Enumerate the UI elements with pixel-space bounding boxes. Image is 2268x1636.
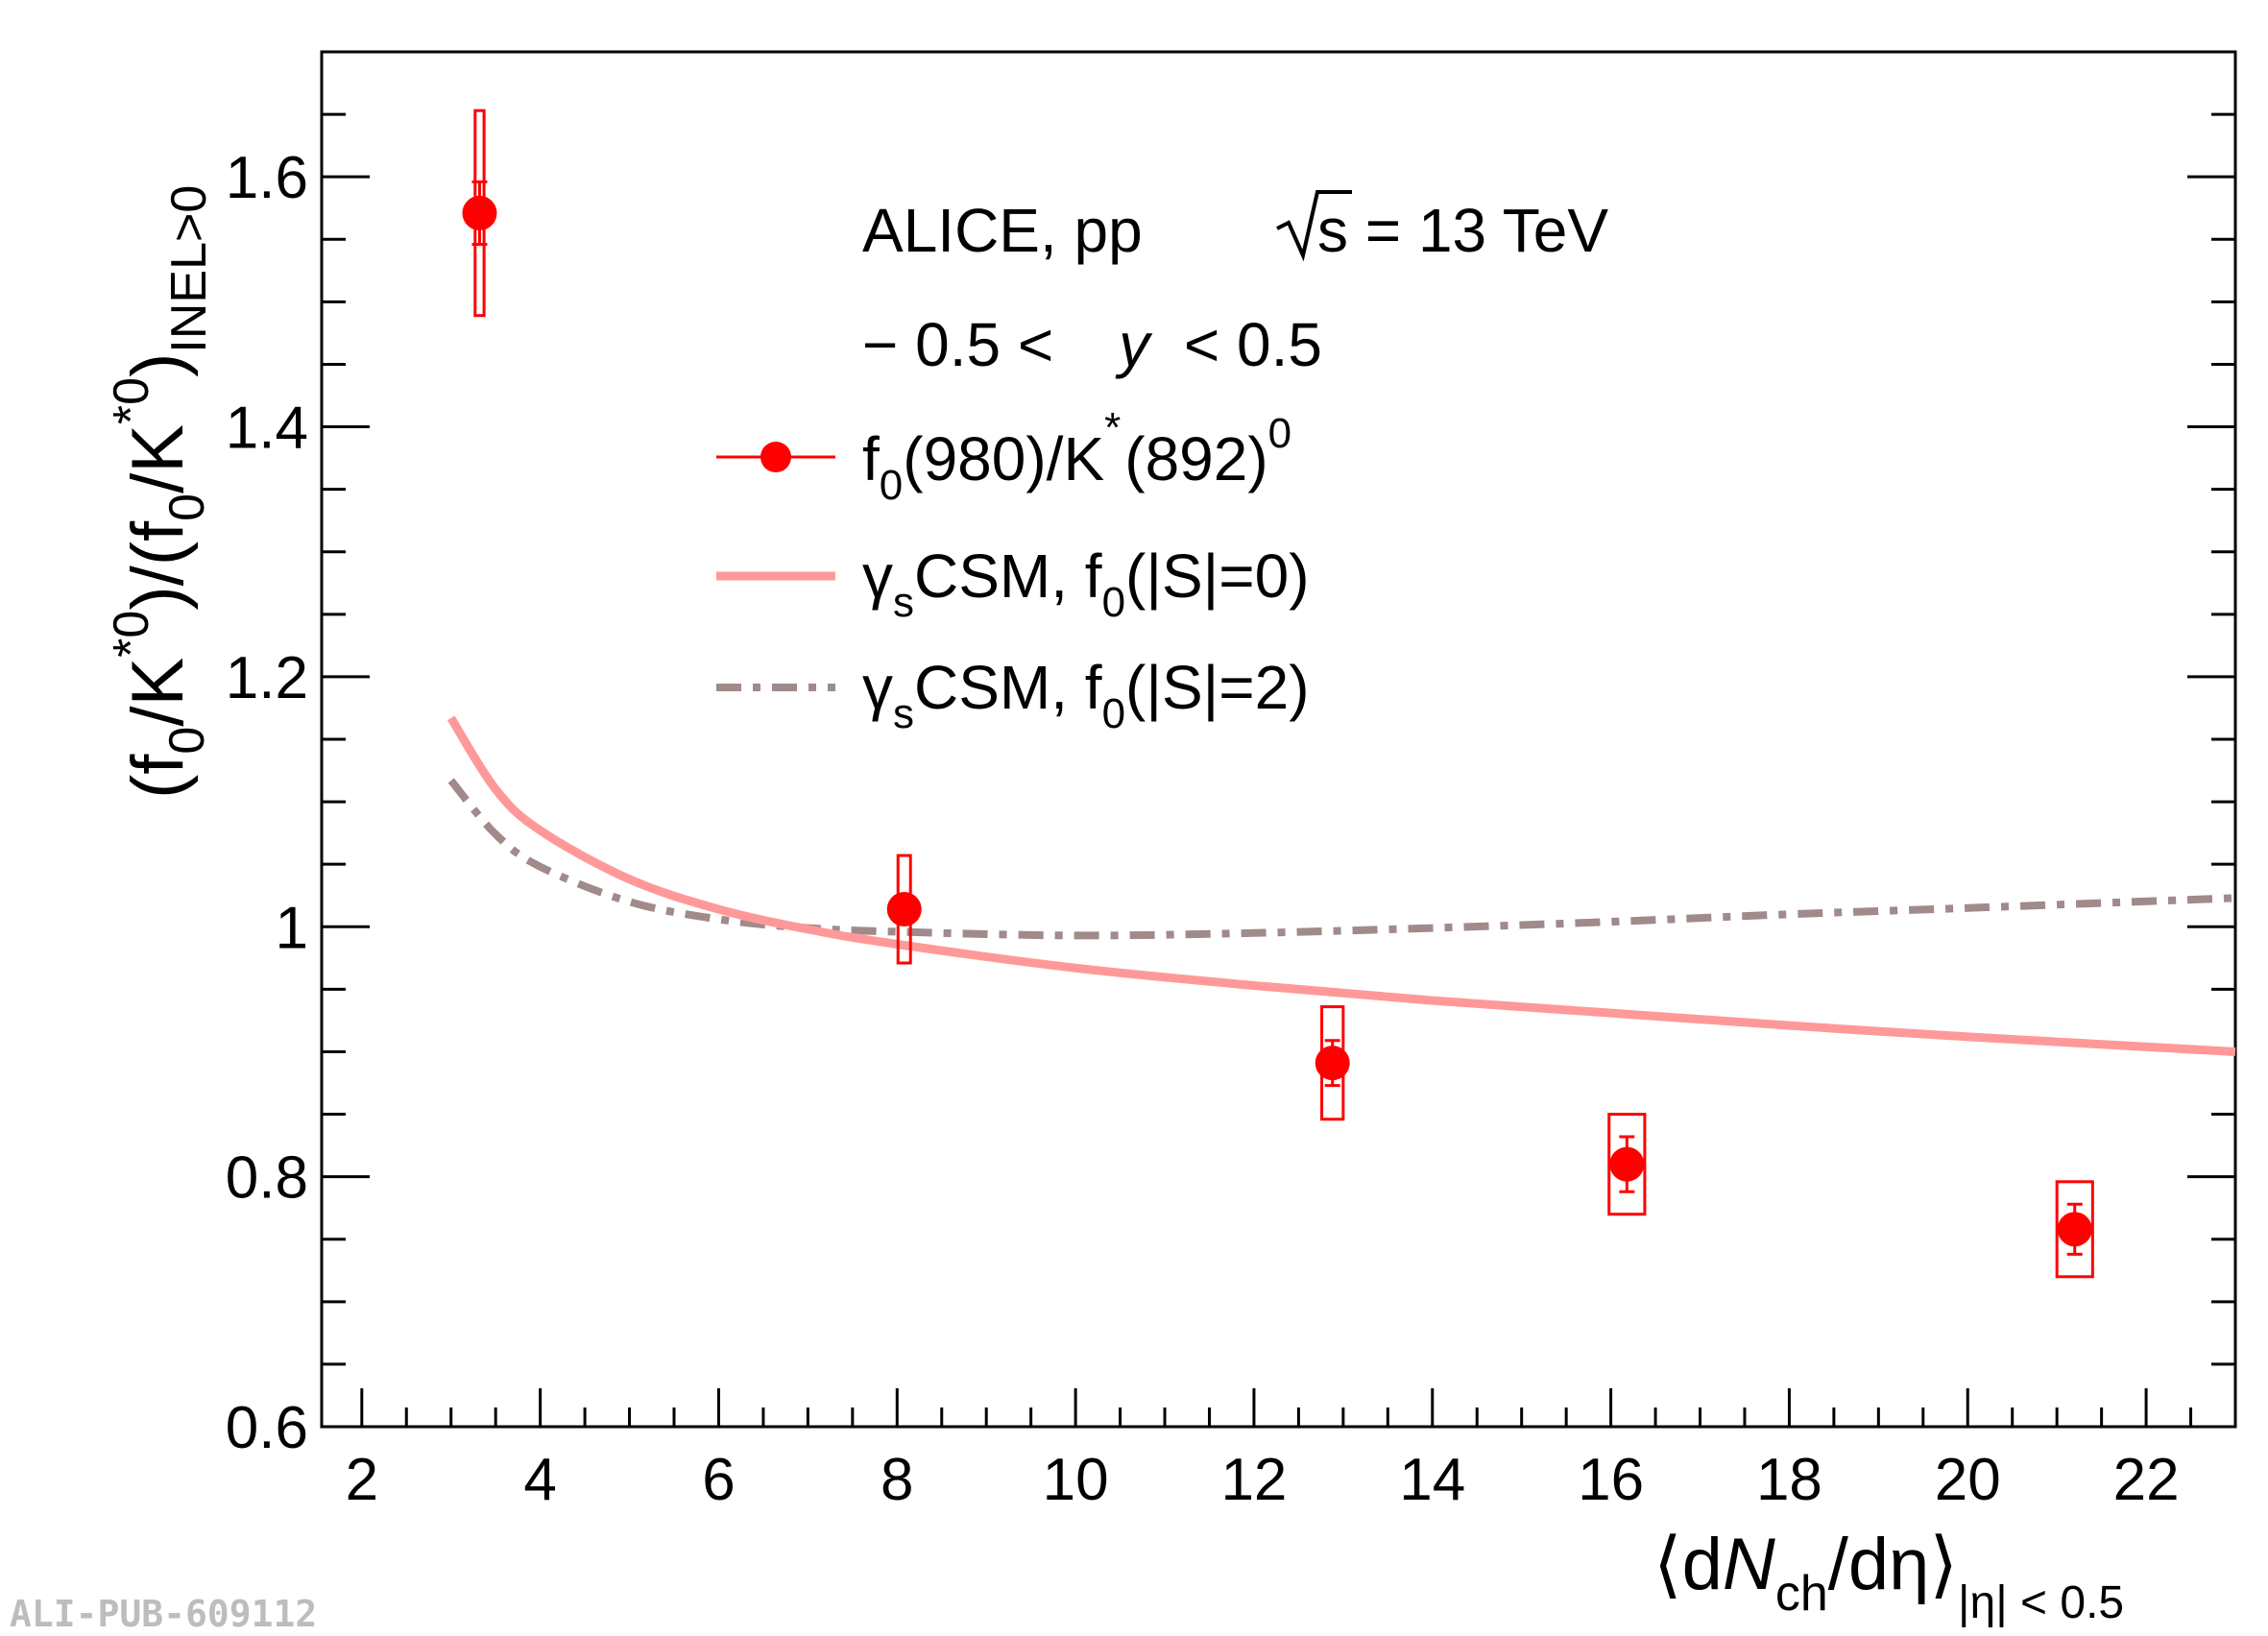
curve-model-s0 — [446, 715, 2236, 1056]
axis-tick-labels: 2 4 6 8 10 12 14 16 18 20 22 0.6 0.8 1 1.2 1.4 1.6 — [226, 145, 2180, 1513]
sys-error-box — [1607, 1113, 1647, 1216]
annotation-alice-pp: ALICE, pp — [862, 196, 1143, 265]
annotation-rapidity: − 0.5 < y < 0.5 — [862, 310, 1322, 379]
legend-model2-label: γsCSM, f0(|S|=2) — [862, 653, 1310, 737]
legend-data-label: f0(980)/K*(892)0 — [862, 404, 1291, 509]
watermark: ALI-PUB-609112 — [10, 1593, 317, 1635]
data-point — [886, 892, 922, 927]
rapidity-y: y — [1115, 310, 1153, 379]
data-point — [1315, 1046, 1350, 1081]
y-tick-label: 1.2 — [226, 645, 308, 711]
curve-model-s2 — [447, 778, 2236, 940]
x-axis-title: ⟨dNch/dη⟩|η| < 0.5 — [1653, 1524, 2124, 1628]
x-tick-label: 10 — [1043, 1447, 1109, 1513]
x-tick-label: 6 — [702, 1447, 735, 1513]
y-axis-title: (f0/K*0)/(f0/K*0)INEL>0 — [104, 185, 217, 799]
rapidity-upper: < 0.5 — [1184, 310, 1322, 379]
annotation-energy: s = 13 TeV — [1317, 196, 1608, 265]
data-point — [462, 195, 497, 230]
legend-model1-label: γsCSM, f0(|S|=0) — [862, 541, 1310, 626]
y-tick-label: 1 — [276, 895, 308, 961]
x-tick-label: 22 — [2113, 1447, 2180, 1513]
sys-error-box — [2055, 1180, 2094, 1279]
x-tick-label: 4 — [523, 1447, 556, 1513]
y-tick-label: 0.8 — [226, 1145, 308, 1212]
x-tick-label: 20 — [1935, 1447, 2001, 1513]
x-tick-label: 2 — [346, 1447, 378, 1513]
legend: f0(980)/K*(892)0 γsCSM, f0(|S|=0) γsCSM,… — [716, 404, 1310, 737]
model-curves — [446, 715, 2236, 1056]
data-point — [2057, 1212, 2092, 1247]
x-tick-label: 14 — [1399, 1447, 1465, 1513]
rapidity-lower: − 0.5 < — [862, 310, 1053, 379]
x-tick-label: 12 — [1220, 1447, 1287, 1513]
y-tick-label: 1.6 — [226, 145, 308, 211]
axis-ticks — [322, 50, 2237, 1429]
x-tick-label: 16 — [1578, 1447, 1644, 1513]
plot-frame — [320, 50, 2237, 1429]
y-tick-label: 1.4 — [226, 396, 308, 462]
data-points — [462, 108, 2094, 1279]
data-point — [1609, 1146, 1645, 1182]
x-tick-label: 8 — [881, 1447, 913, 1513]
y-tick-label: 0.6 — [226, 1395, 308, 1461]
x-tick-label: 18 — [1756, 1447, 1822, 1513]
legend-data-marker — [760, 442, 791, 472]
sqrt-symbol — [1276, 190, 1352, 262]
